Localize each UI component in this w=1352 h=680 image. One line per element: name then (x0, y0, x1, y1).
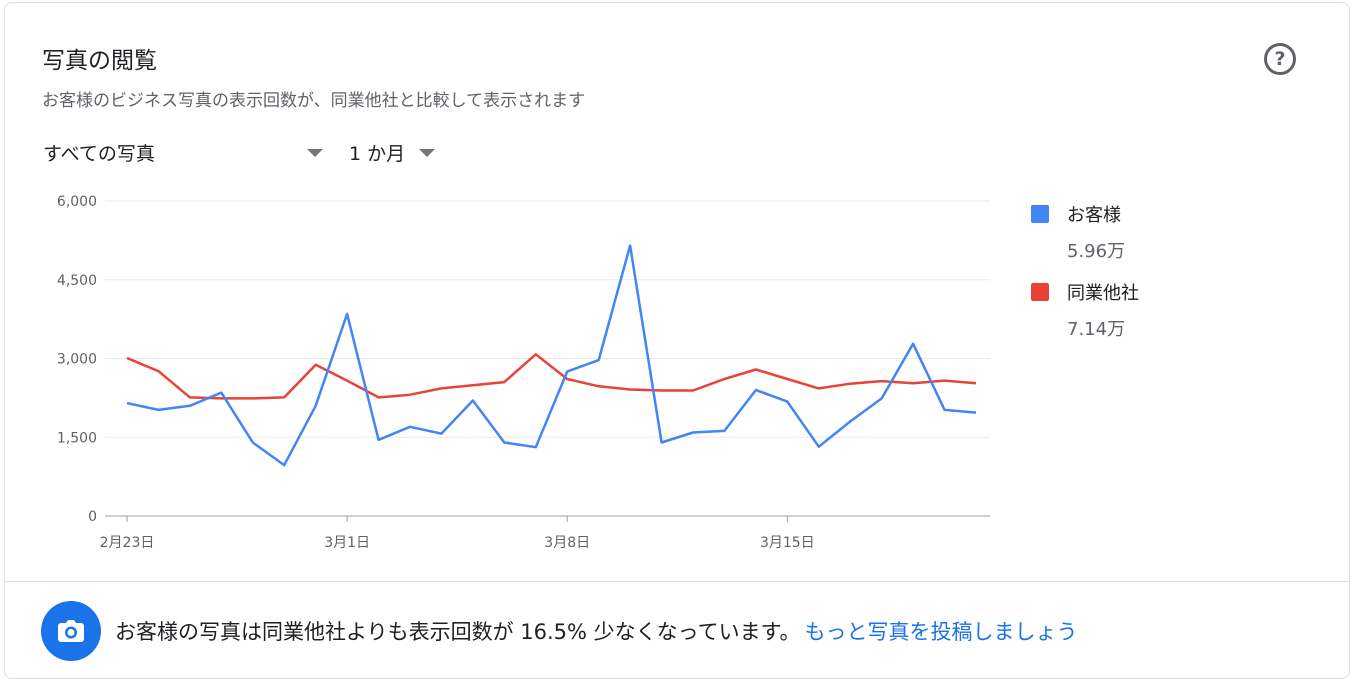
divider (5, 581, 1349, 582)
photo-views-card: 写真の閲覧 お客様のビジネス写真の表示回数が、同業他社と比較して表示されます ?… (4, 2, 1350, 679)
x-tick-label: 2月23日 (100, 535, 155, 551)
page-subtitle: お客様のビジネス写真の表示回数が、同業他社と比較して表示されます (42, 91, 586, 111)
help-icon[interactable]: ? (1264, 43, 1296, 75)
period-label: 1 か月 (349, 143, 406, 165)
x-tick-label: 3月15日 (760, 535, 815, 551)
series-line (126, 244, 977, 467)
period-dropdown[interactable]: 1 か月 (349, 139, 436, 166)
y-tick-label: 4,500 (57, 273, 97, 289)
y-tick-label: 0 (88, 509, 97, 525)
legend-label: 同業他社 (1067, 283, 1139, 304)
line-chart: 0 1,500 3,000 4,500 6,000 2月23日 3月1日 3月8日 3月15日 (57, 194, 990, 551)
photo-type-label: すべての写真 (43, 143, 155, 165)
chevron-down-icon (307, 148, 323, 157)
chevron-down-icon (419, 148, 436, 157)
page-title: 写真の閲覧 (42, 48, 157, 74)
y-tick-label: 1,500 (57, 430, 97, 446)
add-photos-link[interactable]: もっと写真を投稿しましょう (804, 620, 1078, 644)
legend-total: 7.14万 (1067, 319, 1126, 340)
x-tick-label: 3月1日 (324, 535, 370, 551)
camera-icon (41, 601, 101, 661)
footer-insight: お客様の写真は同業他社よりも表示回数が 16.5% 少なくなっています。 もっと… (41, 601, 1078, 661)
legend-item-competitors: 同業他社 7.14万 (1031, 279, 1139, 341)
legend-item-customer: お客様 5.96万 (1031, 201, 1125, 263)
series-line (126, 353, 977, 400)
y-tick-label: 3,000 (57, 352, 97, 368)
legend-swatch (1031, 205, 1049, 223)
x-tick-label: 3月8日 (544, 535, 590, 551)
legend-label: お客様 (1067, 205, 1121, 226)
y-tick-label: 6,000 (57, 194, 97, 210)
insight-message: お客様の写真は同業他社よりも表示回数が 16.5% 少なくなっています。 (115, 620, 801, 644)
legend-total: 5.96万 (1067, 241, 1126, 262)
legend-swatch (1031, 283, 1049, 301)
photo-type-dropdown[interactable]: すべての写真 (43, 139, 323, 166)
